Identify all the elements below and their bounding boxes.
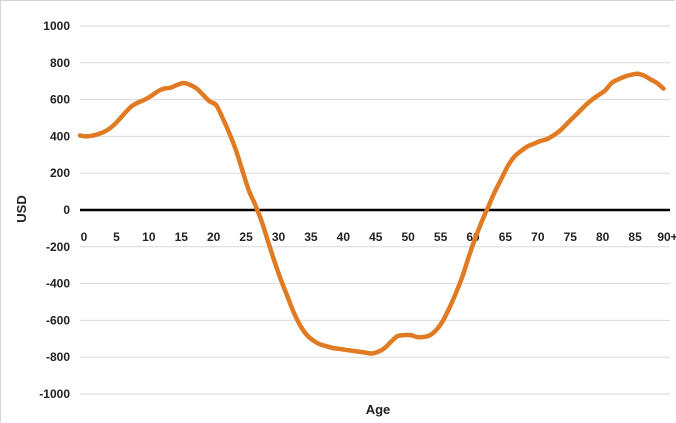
x-axis-ticks: 0 5 10 15 20 25 30 35 40 45 50 55 60 65 70 75 80 85 90+ bbox=[81, 230, 676, 244]
x-axis-title: Age bbox=[366, 402, 391, 417]
x-tick-label: 80 bbox=[596, 230, 610, 244]
x-tick-label: 30 bbox=[272, 230, 286, 244]
y-tick-label: -600 bbox=[46, 313, 70, 327]
y-axis-ticks: 1000 800 600 400 200 0 -200 -400 -600 -800 -1000 bbox=[39, 19, 70, 401]
y-tick-label: -800 bbox=[46, 350, 70, 364]
y-tick-label: -400 bbox=[46, 277, 70, 291]
x-tick-label: 25 bbox=[239, 230, 253, 244]
x-tick-label: 35 bbox=[304, 230, 318, 244]
x-tick-label: 5 bbox=[113, 230, 120, 244]
x-tick-label: 20 bbox=[207, 230, 221, 244]
x-tick-label: 40 bbox=[337, 230, 351, 244]
x-tick-label: 15 bbox=[175, 230, 189, 244]
x-tick-label: 10 bbox=[142, 230, 156, 244]
x-tick-label: 85 bbox=[628, 230, 642, 244]
y-tick-label: 0 bbox=[63, 203, 70, 217]
y-tick-label: 200 bbox=[50, 166, 70, 180]
y-tick-label: 1000 bbox=[43, 19, 70, 33]
x-tick-label: 0 bbox=[81, 230, 88, 244]
y-tick-label: 400 bbox=[50, 129, 70, 143]
x-tick-label: 55 bbox=[434, 230, 448, 244]
y-tick-label: -1000 bbox=[39, 387, 70, 401]
x-tick-label: 70 bbox=[531, 230, 545, 244]
x-tick-label: 45 bbox=[369, 230, 383, 244]
x-tick-label: 50 bbox=[401, 230, 415, 244]
y-tick-label: -200 bbox=[46, 240, 70, 254]
y-tick-label: 600 bbox=[50, 93, 70, 107]
y-axis-title: USD bbox=[14, 195, 29, 222]
x-tick-label: 65 bbox=[499, 230, 513, 244]
x-tick-label: 75 bbox=[564, 230, 578, 244]
y-tick-label: 800 bbox=[50, 56, 70, 70]
gridlines bbox=[80, 25, 670, 395]
x-tick-label: 90+ bbox=[657, 230, 676, 244]
series-line bbox=[77, 71, 666, 356]
